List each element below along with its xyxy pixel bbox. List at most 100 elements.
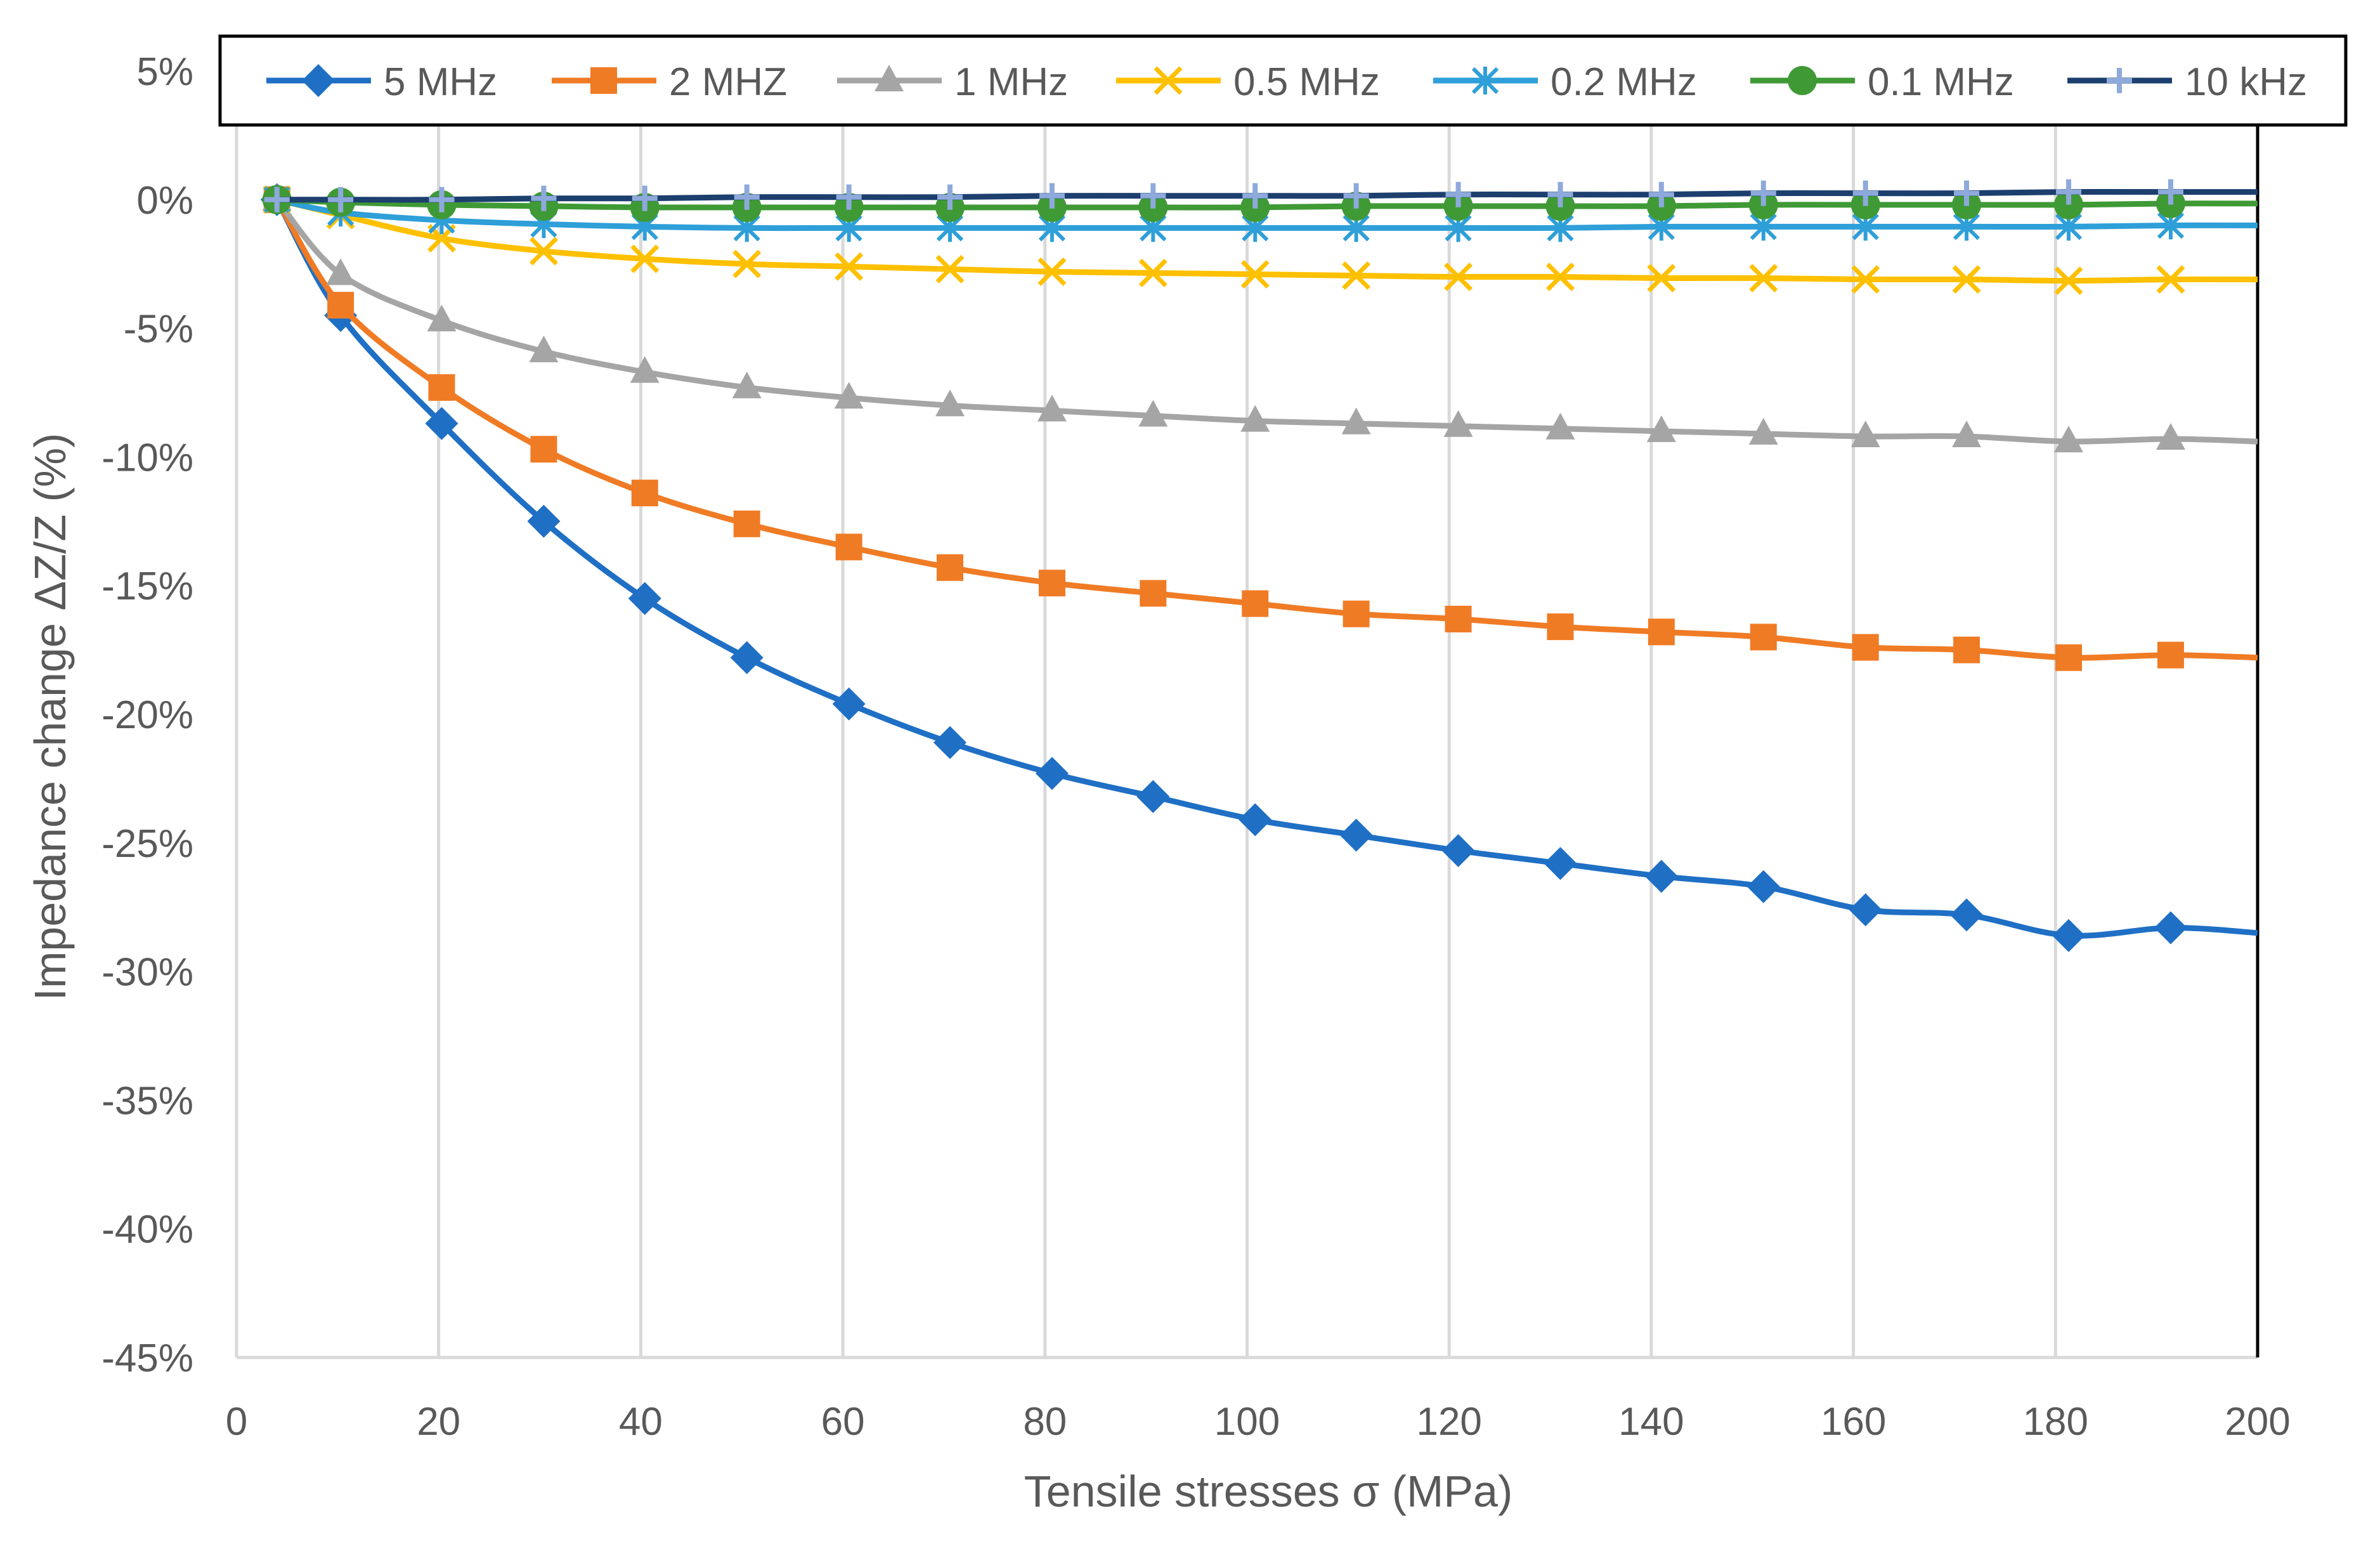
marker-plus: [531, 185, 557, 211]
marker-diamond: [628, 582, 661, 615]
marker-plus: [2107, 68, 2132, 93]
marker-square: [1750, 624, 1777, 651]
marker-x: [1546, 263, 1575, 291]
marker-triangle: [935, 389, 965, 417]
series-5-mhz: [260, 183, 2258, 952]
x-tick-label: 80: [1023, 1400, 1067, 1444]
marker-diamond: [425, 407, 458, 440]
marker-square: [1038, 570, 1065, 597]
legend: 5 MHz 2 MHZ 1 MHz 0.5 MHz 0.2 MHz 0.1 MHz 10 k…: [218, 34, 2348, 127]
y-tick-label: -25%: [101, 822, 193, 866]
marker-triangle: [630, 356, 660, 383]
legend-entry: 2 MHZ: [552, 60, 787, 104]
marker-x: [935, 254, 965, 284]
legend-entry: 0.5 MHz: [1116, 60, 1380, 104]
y-tick-label: -10%: [101, 436, 193, 480]
marker-diamond: [302, 64, 335, 97]
marker-diamond: [1136, 780, 1170, 813]
marker-diamond: [1746, 870, 1780, 903]
y-axis-title: Impedance change ΔZ/Z (%): [25, 433, 75, 1001]
y-tick-label: 0%: [136, 179, 193, 223]
marker-plus: [264, 186, 290, 212]
marker-x: [1444, 263, 1473, 291]
y-tick-label: -5%: [124, 308, 193, 351]
series-10-khz: [264, 179, 2258, 212]
marker-plus: [937, 184, 963, 210]
marker-triangle: [1240, 405, 1270, 432]
marker-plus: [2056, 179, 2082, 205]
marker-diamond: [730, 641, 764, 674]
y-tick-label: -20%: [101, 693, 193, 737]
marker-diamond: [2052, 919, 2086, 952]
marker-diamond: [1950, 898, 1984, 932]
marker-square: [1648, 618, 1675, 646]
x-tick-label: 100: [1214, 1400, 1280, 1444]
marker-diamond: [1035, 757, 1069, 790]
marker-triangle: [1748, 417, 1778, 445]
marker-triangle: [529, 336, 559, 363]
marker-triangle: [1646, 415, 1676, 442]
marker-triangle: [2156, 423, 2185, 450]
marker-x: [1647, 264, 1676, 292]
marker-plus: [1242, 183, 1268, 209]
x-tick-label: 40: [619, 1400, 663, 1444]
marker-square: [937, 554, 964, 581]
x-tick-label: 180: [2023, 1400, 2088, 1444]
marker-triangle: [732, 371, 762, 398]
marker-square: [1953, 636, 1980, 664]
marker-x: [732, 249, 762, 278]
marker-triangle: [2054, 426, 2084, 453]
marker-diamond: [1441, 834, 1475, 867]
marker-triangle: [1443, 410, 1473, 437]
axes: 0 20 40 60 80 100 120 140 160 180 200 5% 0% -5% -10% -1…: [101, 50, 2290, 1444]
marker-square: [1242, 590, 1269, 617]
legend-label: 2 MHZ: [669, 60, 787, 104]
legend-label: 5 MHz: [384, 60, 497, 104]
marker-triangle: [1545, 412, 1575, 440]
marker-plus: [1648, 181, 1674, 207]
x-axis-title: Tensile stresses σ (MPa): [1024, 1467, 1513, 1516]
marker-plus: [1445, 181, 1471, 207]
legend-label: 0.1 MHz: [1868, 60, 2014, 104]
marker-triangle: [1037, 395, 1067, 422]
x-tick-label: 140: [1618, 1400, 1684, 1444]
y-tick-label: -35%: [101, 1079, 193, 1123]
series-layer: [260, 179, 2258, 952]
marker-x: [1240, 259, 1270, 289]
marker-x: [1851, 265, 1880, 294]
marker-x: [1342, 261, 1371, 290]
marker-plus: [1039, 183, 1065, 209]
legend-label: 10 kHz: [2185, 60, 2307, 104]
marker-plus: [1750, 180, 1776, 206]
marker-square: [327, 292, 354, 319]
marker-x: [1749, 264, 1778, 292]
x-tick-label: 200: [2225, 1400, 2290, 1444]
series-1-mhz: [262, 183, 2258, 453]
marker-diamond: [1644, 860, 1678, 893]
marker-x: [2054, 266, 2083, 296]
x-tick-label: 60: [821, 1400, 865, 1444]
series-line: [274, 198, 2258, 939]
marker-plus: [1954, 180, 1980, 206]
legend-label: 1 MHz: [954, 60, 1068, 104]
x-tick-label: 160: [1821, 1400, 1886, 1444]
series-0-5-mhz: [263, 185, 2258, 296]
y-tick-label: -30%: [101, 951, 193, 995]
marker-x: [2156, 265, 2185, 294]
marker-x: [1138, 258, 1167, 287]
legend-entry: 10 kHz: [2067, 60, 2307, 104]
x-tick-label: 0: [226, 1400, 247, 1444]
legend-entry: 0.1 MHz: [1750, 60, 2014, 104]
marker-triangle: [1952, 420, 1982, 447]
marker-circle: [2054, 190, 2084, 219]
marker-diamond: [527, 504, 561, 538]
y-tick-label: -15%: [101, 565, 193, 608]
marker-diamond: [1544, 847, 1577, 880]
y-tick-label: -45%: [101, 1337, 193, 1380]
marker-circle: [1788, 66, 1817, 95]
marker-triangle: [427, 304, 457, 332]
marker-plus: [836, 184, 862, 210]
marker-plus: [632, 185, 658, 211]
